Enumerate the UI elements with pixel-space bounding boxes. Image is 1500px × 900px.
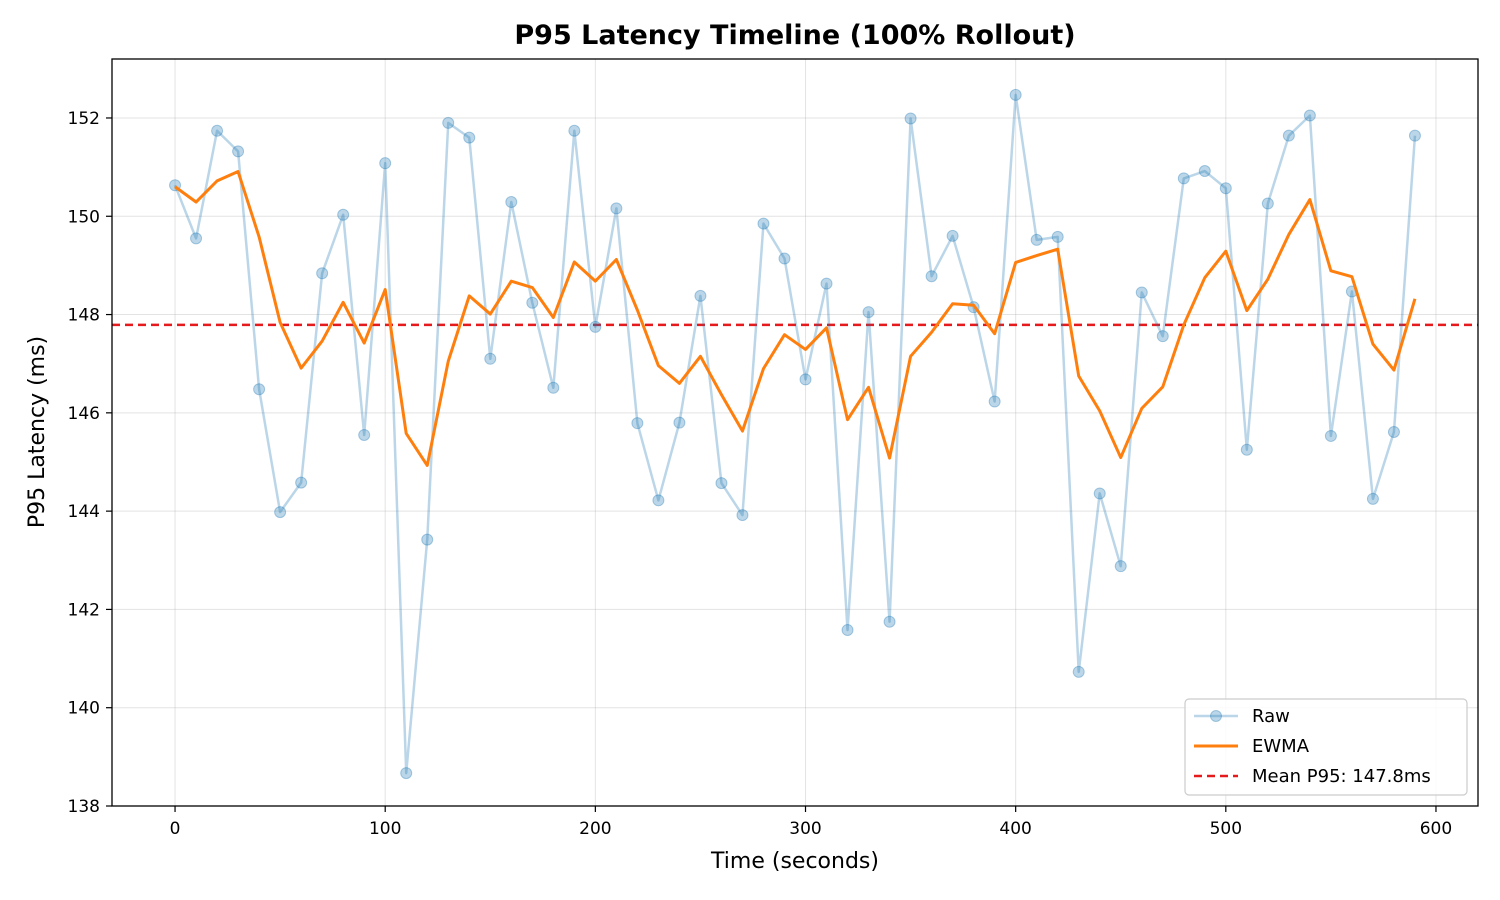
raw-data-point <box>568 124 581 137</box>
y-tick-label: 142 <box>68 600 100 620</box>
y-axis-label: P95 Latency (ms) <box>25 336 50 528</box>
plot-frame <box>111 58 1479 807</box>
raw-series-layer <box>169 88 1421 780</box>
raw-data-point <box>610 202 623 215</box>
raw-data-point <box>862 306 875 319</box>
raw-data-point <box>1366 492 1379 505</box>
y-tick-label: 140 <box>68 699 100 719</box>
raw-data-point <box>757 217 770 230</box>
raw-data-point <box>547 381 560 394</box>
raw-data-point <box>442 116 455 129</box>
raw-data-point <box>1093 487 1106 500</box>
y-tick-label: 138 <box>68 797 100 817</box>
raw-data-point <box>694 289 707 302</box>
raw-data-point <box>1219 182 1232 195</box>
raw-data-point <box>232 145 245 158</box>
raw-data-point <box>1114 560 1127 573</box>
tick-layer: 0 100 200 300 400 500 600 138 140 142 144 146 148 150… <box>68 109 1453 839</box>
y-tick-label: 152 <box>68 109 100 129</box>
raw-data-point <box>841 624 854 637</box>
raw-data-point <box>1009 88 1022 101</box>
x-tick-label: 300 <box>789 819 821 839</box>
x-tick-label: 0 <box>170 819 181 839</box>
raw-data-point <box>988 395 1001 408</box>
y-tick-label: 146 <box>68 404 100 424</box>
x-tick-label: 600 <box>1420 819 1452 839</box>
raw-data-point <box>589 320 602 333</box>
raw-data-point <box>1072 665 1085 678</box>
raw-data-point <box>904 112 917 125</box>
raw-data-point <box>652 494 665 507</box>
raw-data-point <box>274 506 287 519</box>
raw-data-point <box>1282 129 1295 142</box>
raw-data-point <box>358 428 371 441</box>
chart-title: P95 Latency Timeline (100% Rollout) <box>514 20 1075 51</box>
raw-data-point <box>778 252 791 265</box>
raw-data-point <box>1324 429 1337 442</box>
raw-data-point <box>400 767 413 780</box>
raw-data-point <box>379 157 392 170</box>
raw-data-point <box>211 124 224 137</box>
y-tick-label: 148 <box>68 306 100 326</box>
raw-data-point <box>1177 172 1190 185</box>
y-tick-label: 144 <box>68 502 100 522</box>
legend-marker-raw <box>1210 710 1222 722</box>
x-tick-label: 100 <box>369 819 401 839</box>
raw-data-point <box>799 373 812 386</box>
raw-data-point <box>1303 109 1316 122</box>
raw-data-point <box>1261 197 1274 210</box>
raw-data-point <box>316 267 329 280</box>
raw-data-point <box>1387 426 1400 439</box>
raw-data-point <box>421 533 434 546</box>
raw-data-point <box>484 352 497 365</box>
raw-data-point <box>736 509 749 522</box>
x-tick-label: 400 <box>999 819 1031 839</box>
legend-label-ewma: EWMA <box>1252 736 1310 757</box>
legend-label-raw: Raw <box>1252 706 1290 727</box>
raw-data-point <box>1051 230 1064 243</box>
x-tick-label: 200 <box>579 819 611 839</box>
raw-data-point <box>505 196 518 209</box>
raw-data-point <box>631 417 644 430</box>
legend-label-mean: Mean P95: 147.8ms <box>1252 766 1431 787</box>
raw-series-line <box>173 93 1417 775</box>
raw-data-point <box>925 270 938 283</box>
raw-data-point <box>715 477 728 490</box>
raw-data-point <box>946 229 959 242</box>
raw-data-point <box>820 277 833 290</box>
raw-data-point <box>1156 330 1169 343</box>
raw-data-point <box>673 416 686 429</box>
ewma-series-layer <box>174 170 1417 467</box>
y-tick-label: 150 <box>68 207 100 227</box>
legend-box <box>1184 698 1468 796</box>
raw-data-point <box>526 296 539 309</box>
x-tick-label: 500 <box>1210 819 1242 839</box>
raw-data-point <box>1408 129 1421 142</box>
raw-data-point <box>190 232 203 245</box>
raw-data-point <box>1030 233 1043 246</box>
raw-data-point <box>883 615 896 628</box>
ewma-series-line <box>174 170 1417 467</box>
raw-data-point <box>337 208 350 221</box>
legend: Raw EWMA Mean P95: 147.8ms <box>1184 698 1468 796</box>
raw-data-point <box>1198 165 1211 178</box>
raw-data-point <box>1240 443 1253 456</box>
raw-data-point <box>463 131 476 144</box>
x-axis-label: Time (seconds) <box>710 849 879 874</box>
raw-data-point <box>253 383 266 396</box>
raw-data-point <box>1135 286 1148 299</box>
raw-data-point <box>295 476 308 489</box>
